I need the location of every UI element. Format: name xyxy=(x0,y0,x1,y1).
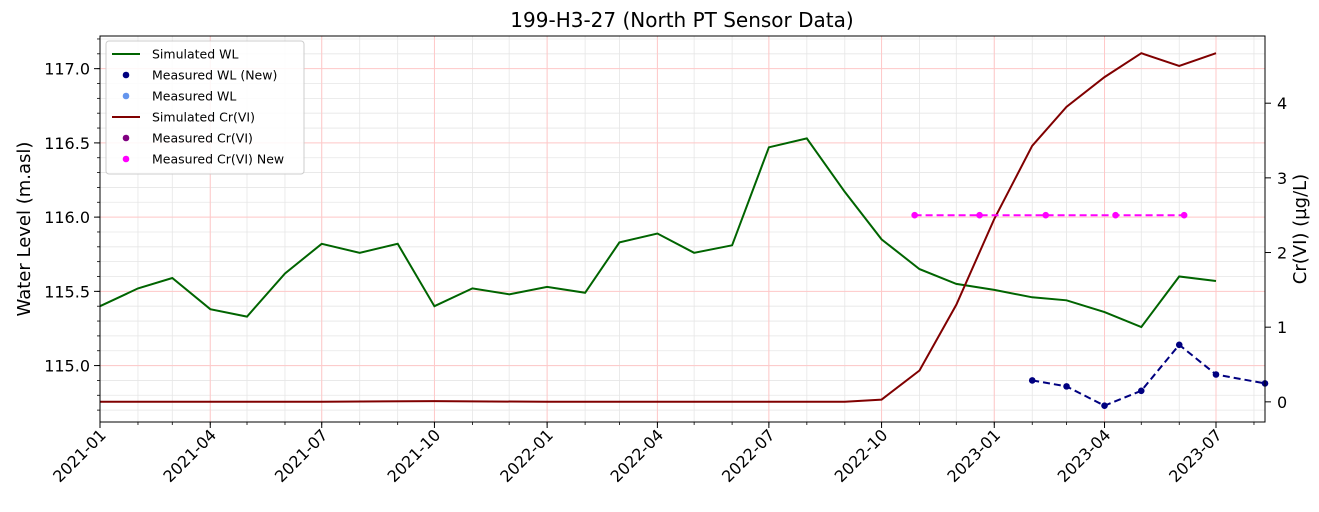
x-tick-label: 2021-10 xyxy=(384,425,445,486)
x-tick-label: 2021-01 xyxy=(49,425,110,486)
data-point-measured-cr-vi-new xyxy=(911,211,918,219)
y-right-tick-label: 3 xyxy=(1277,169,1287,188)
series-line-simulated-wl xyxy=(99,137,1217,329)
x-tick-label: 2023-01 xyxy=(943,425,1004,486)
data-point-measured-cr-vi-new xyxy=(1180,211,1188,219)
legend-swatch-marker xyxy=(122,134,130,142)
data-point-measured-wl-new xyxy=(1101,402,1108,409)
legend-label: Simulated Cr(VI) xyxy=(152,110,255,125)
y-left-tick-label: 115.0 xyxy=(44,357,90,376)
data-point-measured-wl-new xyxy=(1212,371,1220,378)
series-layer xyxy=(99,52,1269,409)
data-point-measured-cr-vi-new xyxy=(976,211,983,219)
x-tick-label: 2022-10 xyxy=(831,425,892,486)
data-point-measured-wl-new xyxy=(1063,383,1070,390)
y-axis-right-label: Cr(VI) (µg/L) xyxy=(1290,174,1311,284)
y-right-tick-label: 2 xyxy=(1277,244,1287,263)
x-tick-label: 2022-04 xyxy=(607,425,668,486)
y-right-tick-label: 0 xyxy=(1277,393,1287,412)
x-tick-label: 2021-04 xyxy=(159,425,220,486)
legend-label: Measured WL (New) xyxy=(152,68,277,83)
legend-label: Simulated WL xyxy=(152,47,238,62)
legend-swatch-marker xyxy=(122,155,130,163)
legend-label: Measured WL xyxy=(152,89,236,104)
series-line-simulated-cr-vi xyxy=(100,52,1217,403)
y-left-tick-label: 117.0 xyxy=(44,60,90,79)
plot-frame xyxy=(99,35,1266,423)
data-point-measured-cr-vi-new xyxy=(1042,211,1050,219)
x-tick-label: 2021-07 xyxy=(271,425,332,486)
x-tick-label: 2023-07 xyxy=(1165,425,1226,486)
y-right-tick-label: 4 xyxy=(1277,94,1287,113)
y-left-tick-label: 115.5 xyxy=(44,282,90,301)
y-right-tick-label: 1 xyxy=(1277,318,1287,337)
legend-box xyxy=(105,40,305,175)
y-left-tick-label: 116.5 xyxy=(44,134,90,153)
data-point-measured-wl-new xyxy=(1137,387,1145,395)
legend-swatch-marker xyxy=(122,71,130,79)
data-point-measured-wl-new xyxy=(1028,377,1036,384)
data-point-measured-wl-new xyxy=(1175,341,1183,349)
data-point-measured-cr-vi-new xyxy=(1112,211,1119,219)
legend-label: Measured Cr(VI) xyxy=(152,131,253,146)
legend: Simulated WL Measured WL (New) Measured WL… xyxy=(105,40,305,175)
x-tick-label: 2022-07 xyxy=(718,425,779,486)
x-tick-label: 2022-01 xyxy=(496,425,557,486)
chart-title: 199-H3-27 (North PT Sensor Data) xyxy=(510,8,853,32)
y-left-tick-label: 116.0 xyxy=(44,208,90,227)
legend-label: Measured Cr(VI) New xyxy=(152,152,284,167)
legend-swatch-marker xyxy=(122,92,130,100)
y-axis-left-label: Water Level (m.asl) xyxy=(14,142,35,317)
x-tick-label: 2023-04 xyxy=(1054,425,1115,486)
